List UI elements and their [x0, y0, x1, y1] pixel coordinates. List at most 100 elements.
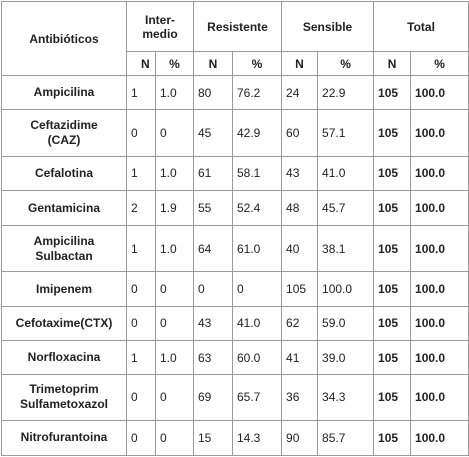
sensitive-pct-cell: 85.7: [317, 419, 375, 457]
intermediate-n-cell: 0: [126, 109, 156, 157]
intermediate-n-cell: 0: [126, 305, 156, 342]
intermediate-pct-cell: 0: [155, 374, 194, 421]
resistant-n-cell: 64: [193, 225, 233, 273]
resistant-pct-cell: 14.3: [231, 419, 283, 457]
sensitive-pct-cell: 59.0: [317, 305, 375, 342]
resistant-pct-cell: 65.7: [231, 374, 283, 421]
total-group-header: Total: [373, 1, 469, 52]
resistant-pct-cell: 58.1: [231, 155, 283, 191]
intermediate-pct-header: %: [155, 51, 194, 76]
resistant-pct-cell: 60.0: [231, 340, 283, 376]
intermediate-n-cell: 0: [126, 419, 156, 457]
sensitive-n-cell: 36: [281, 374, 319, 421]
sensitive-pct-cell: 38.1: [317, 225, 375, 273]
total-pct-cell: 100.0: [410, 155, 469, 191]
resistant-pct-cell: 76.2: [231, 74, 283, 111]
intermediate-pct-cell: 0: [155, 271, 194, 307]
sensitive-n-cell: 41: [281, 340, 319, 376]
antibiotic-name: Ceftazidime (CAZ): [1, 109, 127, 157]
sensitive-pct-cell: 22.9: [317, 74, 375, 111]
resistant-n-cell: 80: [193, 74, 233, 111]
intermediate-pct-cell: 1.0: [155, 225, 194, 273]
sensitive-pct-cell: 41.0: [317, 155, 375, 191]
intermediate-n-cell: 1: [126, 340, 156, 376]
sensitive-n-cell: 43: [281, 155, 319, 191]
total-n-cell: 105: [373, 374, 412, 421]
antibiotic-name: Trimetoprim Sulfametoxazol: [1, 374, 127, 421]
intermediate-n-cell: 1: [126, 225, 156, 273]
resistant-pct-cell: 41.0: [231, 305, 283, 342]
intermediate-pct-cell: 1.0: [155, 155, 194, 191]
resistant-n-cell: 45: [193, 109, 233, 157]
total-n-cell: 105: [373, 340, 412, 376]
table-row: Nitrofurantoina 0 0 15 14.3 90 85.7 105 100.0: [1, 419, 469, 457]
total-n-cell: 105: [373, 74, 412, 111]
intermediate-n-header: N: [126, 51, 156, 76]
antibiotic-column-header: Antibióticos: [1, 1, 127, 76]
total-pct-cell: 100.0: [410, 340, 469, 376]
intermediate-pct-cell: 1.0: [155, 340, 194, 376]
intermediate-pct-cell: 1.0: [155, 74, 194, 111]
sensitive-n-cell: 60: [281, 109, 319, 157]
antibiotic-name: Cefalotina: [1, 155, 127, 191]
sensitive-pct-cell: 45.7: [317, 189, 375, 227]
antibiotic-name: Cefotaxime(CTX): [1, 305, 127, 342]
intermediate-group-header: Inter- medio: [126, 1, 194, 52]
table-row: Gentamicina 2 1.9 55 52.4 48 45.7 105 100.0: [1, 189, 469, 227]
antibiotic-name: Gentamicina: [1, 189, 127, 227]
total-n-cell: 105: [373, 271, 412, 307]
total-pct-cell: 100.0: [410, 109, 469, 157]
intermediate-pct-cell: 0: [155, 419, 194, 457]
resistant-pct-cell: 42.9: [231, 109, 283, 157]
intermediate-pct-cell: 1.9: [155, 189, 194, 227]
intermediate-n-cell: 1: [126, 155, 156, 191]
table-row: Norfloxacina 1 1.0 63 60.0 41 39.0 105 100.0: [1, 340, 469, 376]
resistant-n-cell: 61: [193, 155, 233, 191]
sensitive-n-header: N: [281, 51, 319, 76]
total-pct-cell: 100.0: [410, 189, 469, 227]
antibiotic-name: Imipenem: [1, 271, 127, 307]
table-row: Ampicilina 1 1.0 80 76.2 24 22.9 105 100.0: [1, 74, 469, 111]
sensitive-pct-header: %: [317, 51, 375, 76]
intermediate-pct-cell: 0: [155, 305, 194, 342]
total-pct-cell: 100.0: [410, 74, 469, 111]
total-pct-cell: 100.0: [410, 271, 469, 307]
header-group-row: Antibióticos Inter- medio Resistente Sen…: [1, 1, 469, 76]
total-n-cell: 105: [373, 155, 412, 191]
sensitive-n-cell: 48: [281, 189, 319, 227]
sensitive-group-header: Sensible: [281, 1, 375, 52]
table-row: Ceftazidime (CAZ) 0 0 45 42.9 60 57.1 105 100.0: [1, 109, 469, 157]
total-n-header: N: [373, 51, 412, 76]
resistant-group-header: Resistente: [192, 1, 283, 52]
total-pct-cell: 100.0: [410, 305, 469, 342]
resistant-pct-header: %: [231, 51, 283, 76]
table-row: Imipenem 0 0 0 0 105 100.0 105 100.0: [1, 271, 469, 307]
table-row: Cefalotina 1 1.0 61 58.1 43 41.0 105 100.0: [1, 155, 469, 191]
table-row: Trimetoprim Sulfametoxazol 0 0 69 65.7 36 34.3…: [1, 374, 469, 421]
intermediate-n-cell: 1: [126, 74, 156, 111]
sensitive-pct-cell: 57.1: [317, 109, 375, 157]
resistant-pct-cell: 61.0: [231, 225, 283, 273]
total-n-cell: 105: [373, 419, 412, 457]
sensitive-n-cell: 62: [281, 305, 319, 342]
table-row: Cefotaxime(CTX) 0 0 43 41.0 62 59.0 105 100.0: [1, 305, 469, 342]
resistant-n-header: N: [193, 51, 233, 76]
intermediate-n-cell: 2: [126, 189, 156, 227]
resistant-n-cell: 0: [193, 271, 233, 307]
total-pct-cell: 100.0: [410, 374, 469, 421]
intermediate-n-cell: 0: [126, 374, 156, 421]
antibiotic-name: Nitrofurantoina: [1, 419, 127, 457]
resistant-n-cell: 63: [193, 340, 233, 376]
antibiotic-name: Norfloxacina: [1, 340, 127, 376]
resistant-pct-cell: 52.4: [231, 189, 283, 227]
total-n-cell: 105: [373, 109, 412, 157]
total-n-cell: 105: [373, 225, 412, 273]
resistant-n-cell: 43: [193, 305, 233, 342]
intermediate-pct-cell: 0: [155, 109, 194, 157]
total-n-cell: 105: [373, 305, 412, 342]
sensitive-pct-cell: 34.3: [317, 374, 375, 421]
total-pct-cell: 100.0: [410, 419, 469, 457]
resistant-n-cell: 55: [193, 189, 233, 227]
intermediate-n-cell: 0: [126, 271, 156, 307]
